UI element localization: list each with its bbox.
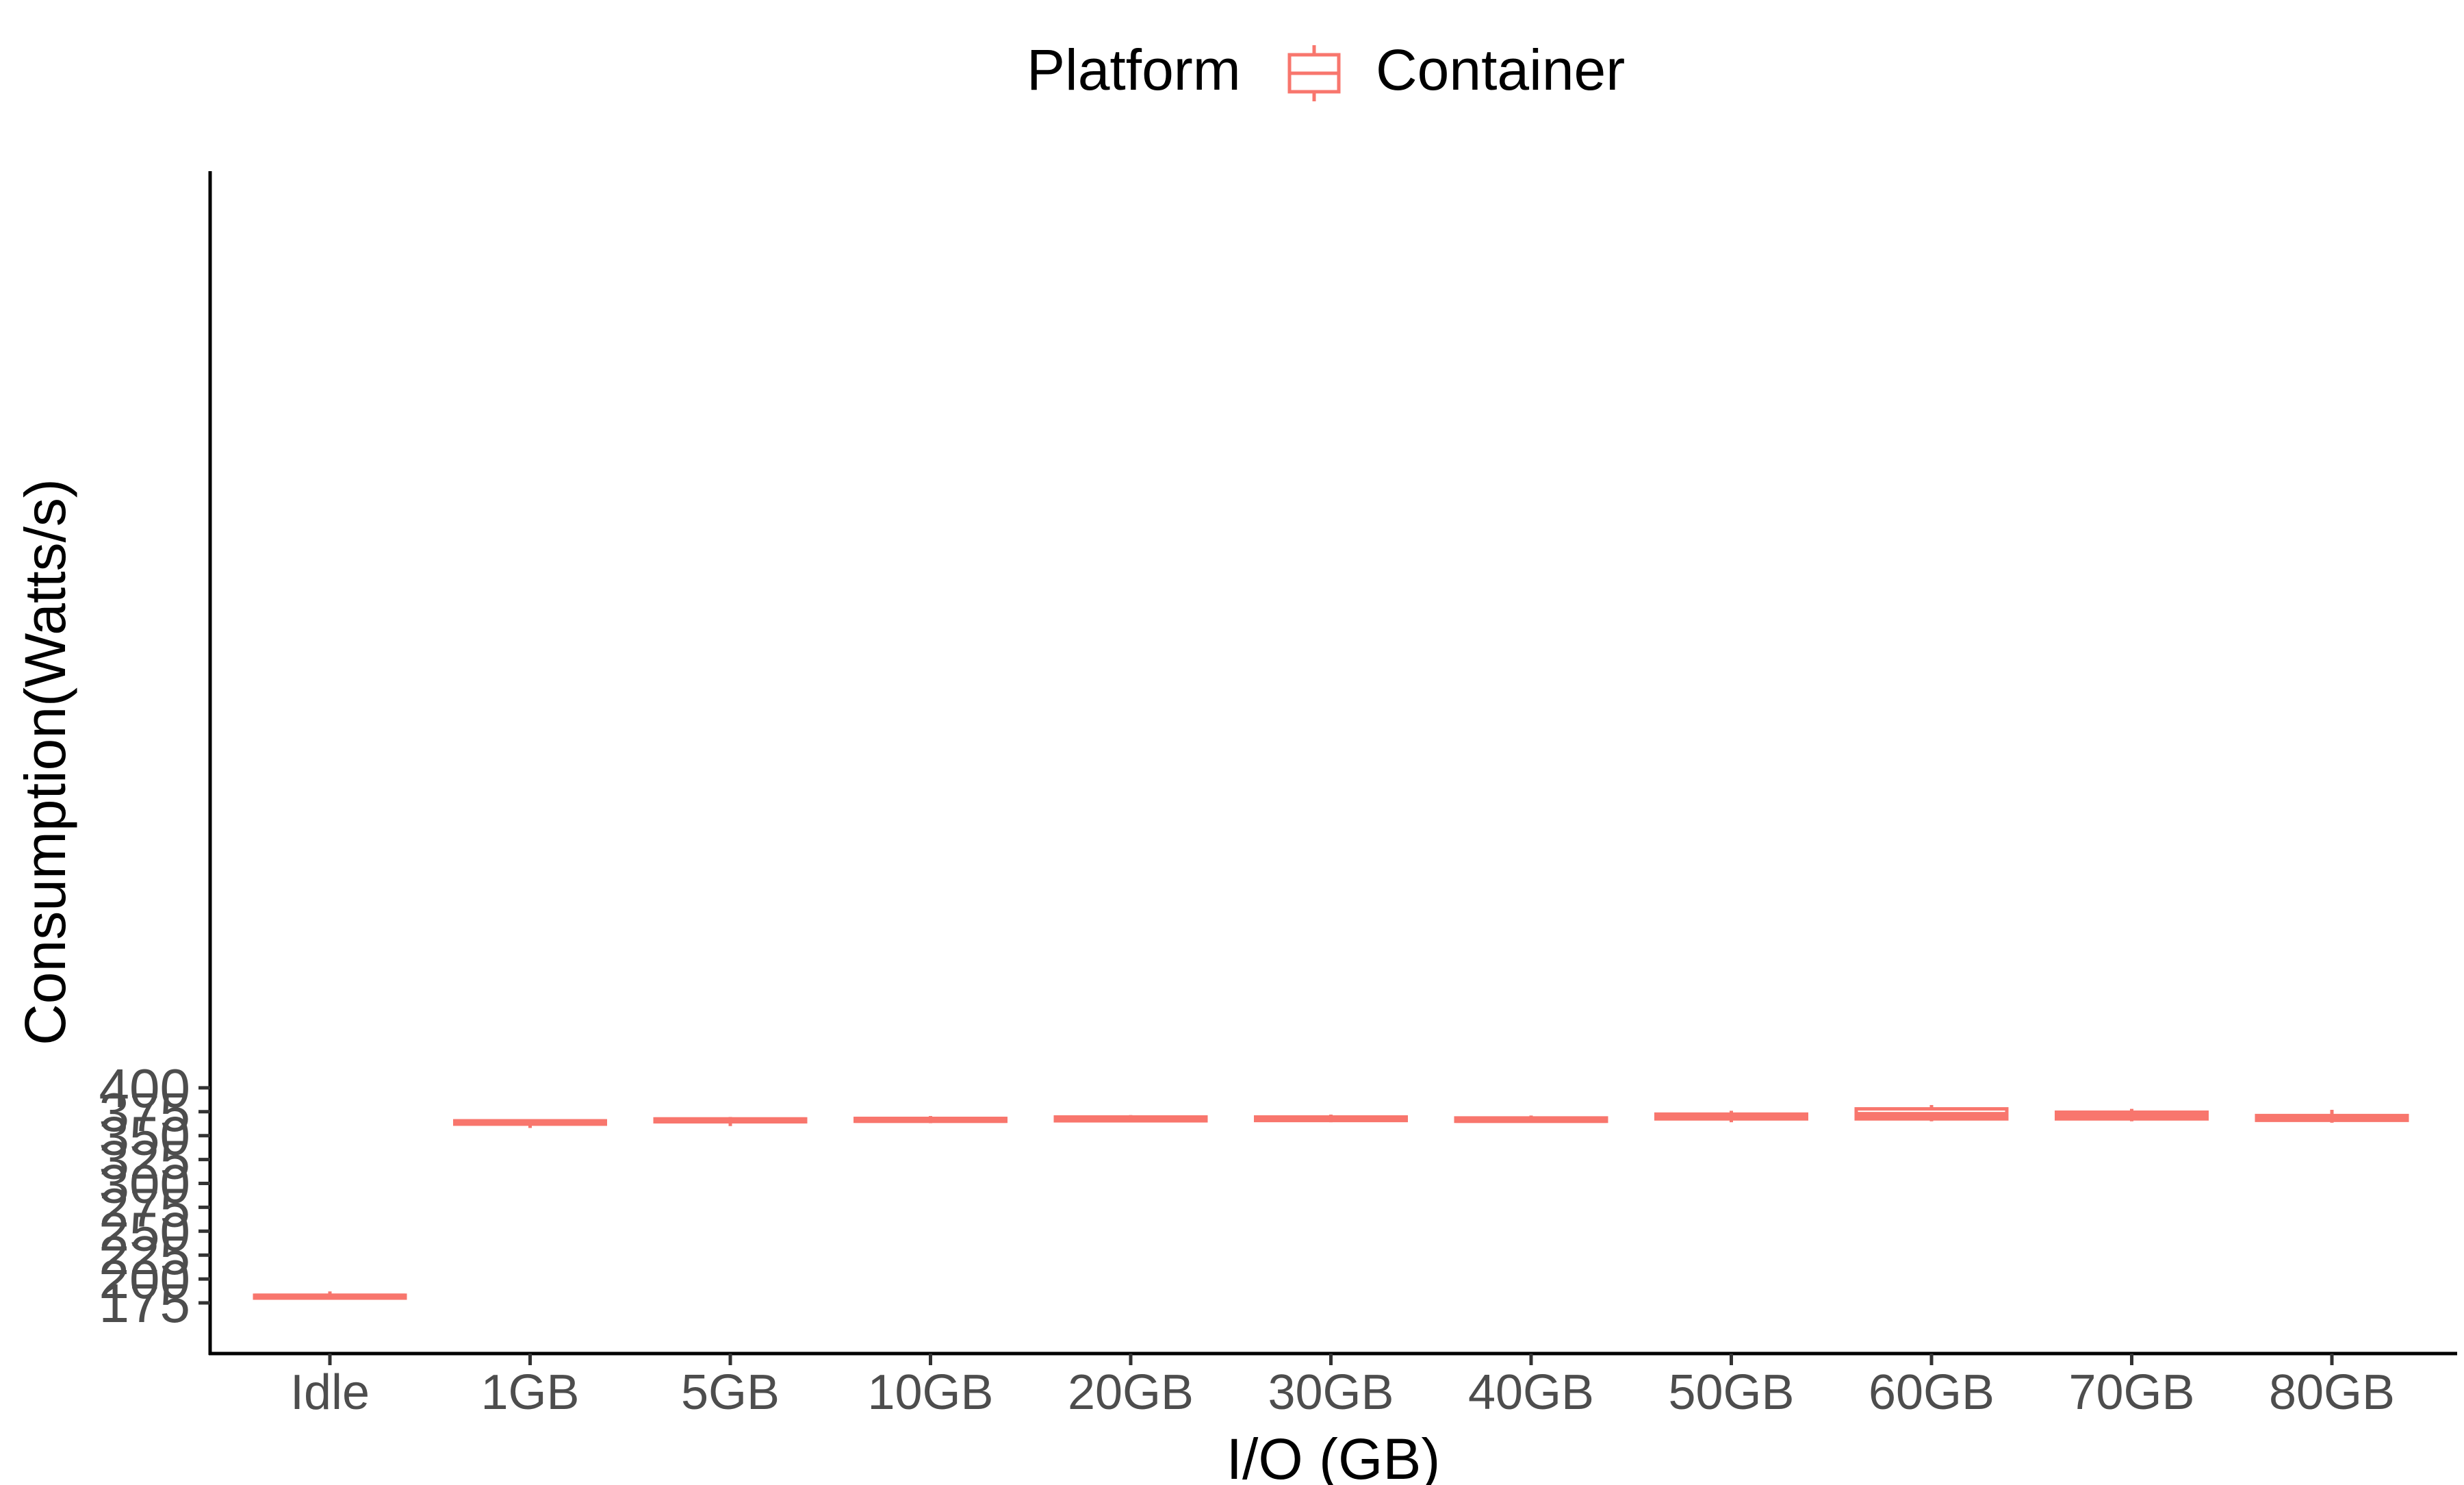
y-axis-title: Consumption(Watts/s): [13, 479, 77, 1045]
x-tick-label: 10GB: [867, 1365, 993, 1420]
y-tick-label: 175: [99, 1273, 190, 1334]
y-tick-label: 200: [99, 1249, 190, 1310]
x-axis-title: I/O (GB): [1227, 1427, 1441, 1485]
legend-title: Platform: [1027, 38, 1241, 102]
y-tick-label: 325: [99, 1130, 190, 1191]
box-50gb: [1654, 1110, 1808, 1123]
x-tick-label: Idle: [290, 1365, 370, 1420]
x-tick-label: 50GB: [1668, 1365, 1794, 1420]
x-tick-label: 40GB: [1468, 1365, 1594, 1420]
x-tick-label: 30GB: [1268, 1365, 1394, 1420]
y-tick-label: 350: [99, 1106, 190, 1167]
box-10gb: [854, 1116, 1008, 1124]
box-idle: [253, 1291, 407, 1300]
y-tick-label: 375: [99, 1082, 190, 1143]
box-70gb: [2055, 1108, 2209, 1121]
box-1gb: [453, 1119, 607, 1128]
legend-label-container: Container: [1376, 38, 1625, 102]
box-80gb: [2255, 1110, 2409, 1123]
boxes-layer: [253, 1105, 2409, 1300]
y-tick-label: 400: [99, 1058, 190, 1119]
x-tick-label: 80GB: [2269, 1365, 2395, 1420]
x-axis-ticks: Idle 1GB 5GB 10GB 20GB 30GB 40GB 50GB 60GB 70GB 80…: [290, 1354, 2395, 1420]
y-tick-label: 275: [99, 1177, 190, 1238]
box-20gb: [1053, 1115, 1208, 1123]
x-tick-label: 20GB: [1068, 1365, 1194, 1420]
box-30gb: [1254, 1114, 1408, 1123]
box-60gb: [1854, 1105, 2009, 1121]
x-tick-label: 1GB: [480, 1365, 579, 1420]
legend-key-container: [1287, 45, 1341, 101]
y-tick-label: 300: [99, 1154, 190, 1215]
y-tick-label: 250: [99, 1201, 190, 1262]
box-40gb: [1454, 1115, 1608, 1124]
box-5gb: [653, 1117, 808, 1126]
x-tick-label: 60GB: [1869, 1365, 1994, 1420]
y-tick-label: 225: [99, 1225, 190, 1286]
legend: Platform Container: [1027, 38, 1625, 102]
x-tick-label: 5GB: [681, 1365, 780, 1420]
x-tick-label: 70GB: [2068, 1365, 2194, 1420]
